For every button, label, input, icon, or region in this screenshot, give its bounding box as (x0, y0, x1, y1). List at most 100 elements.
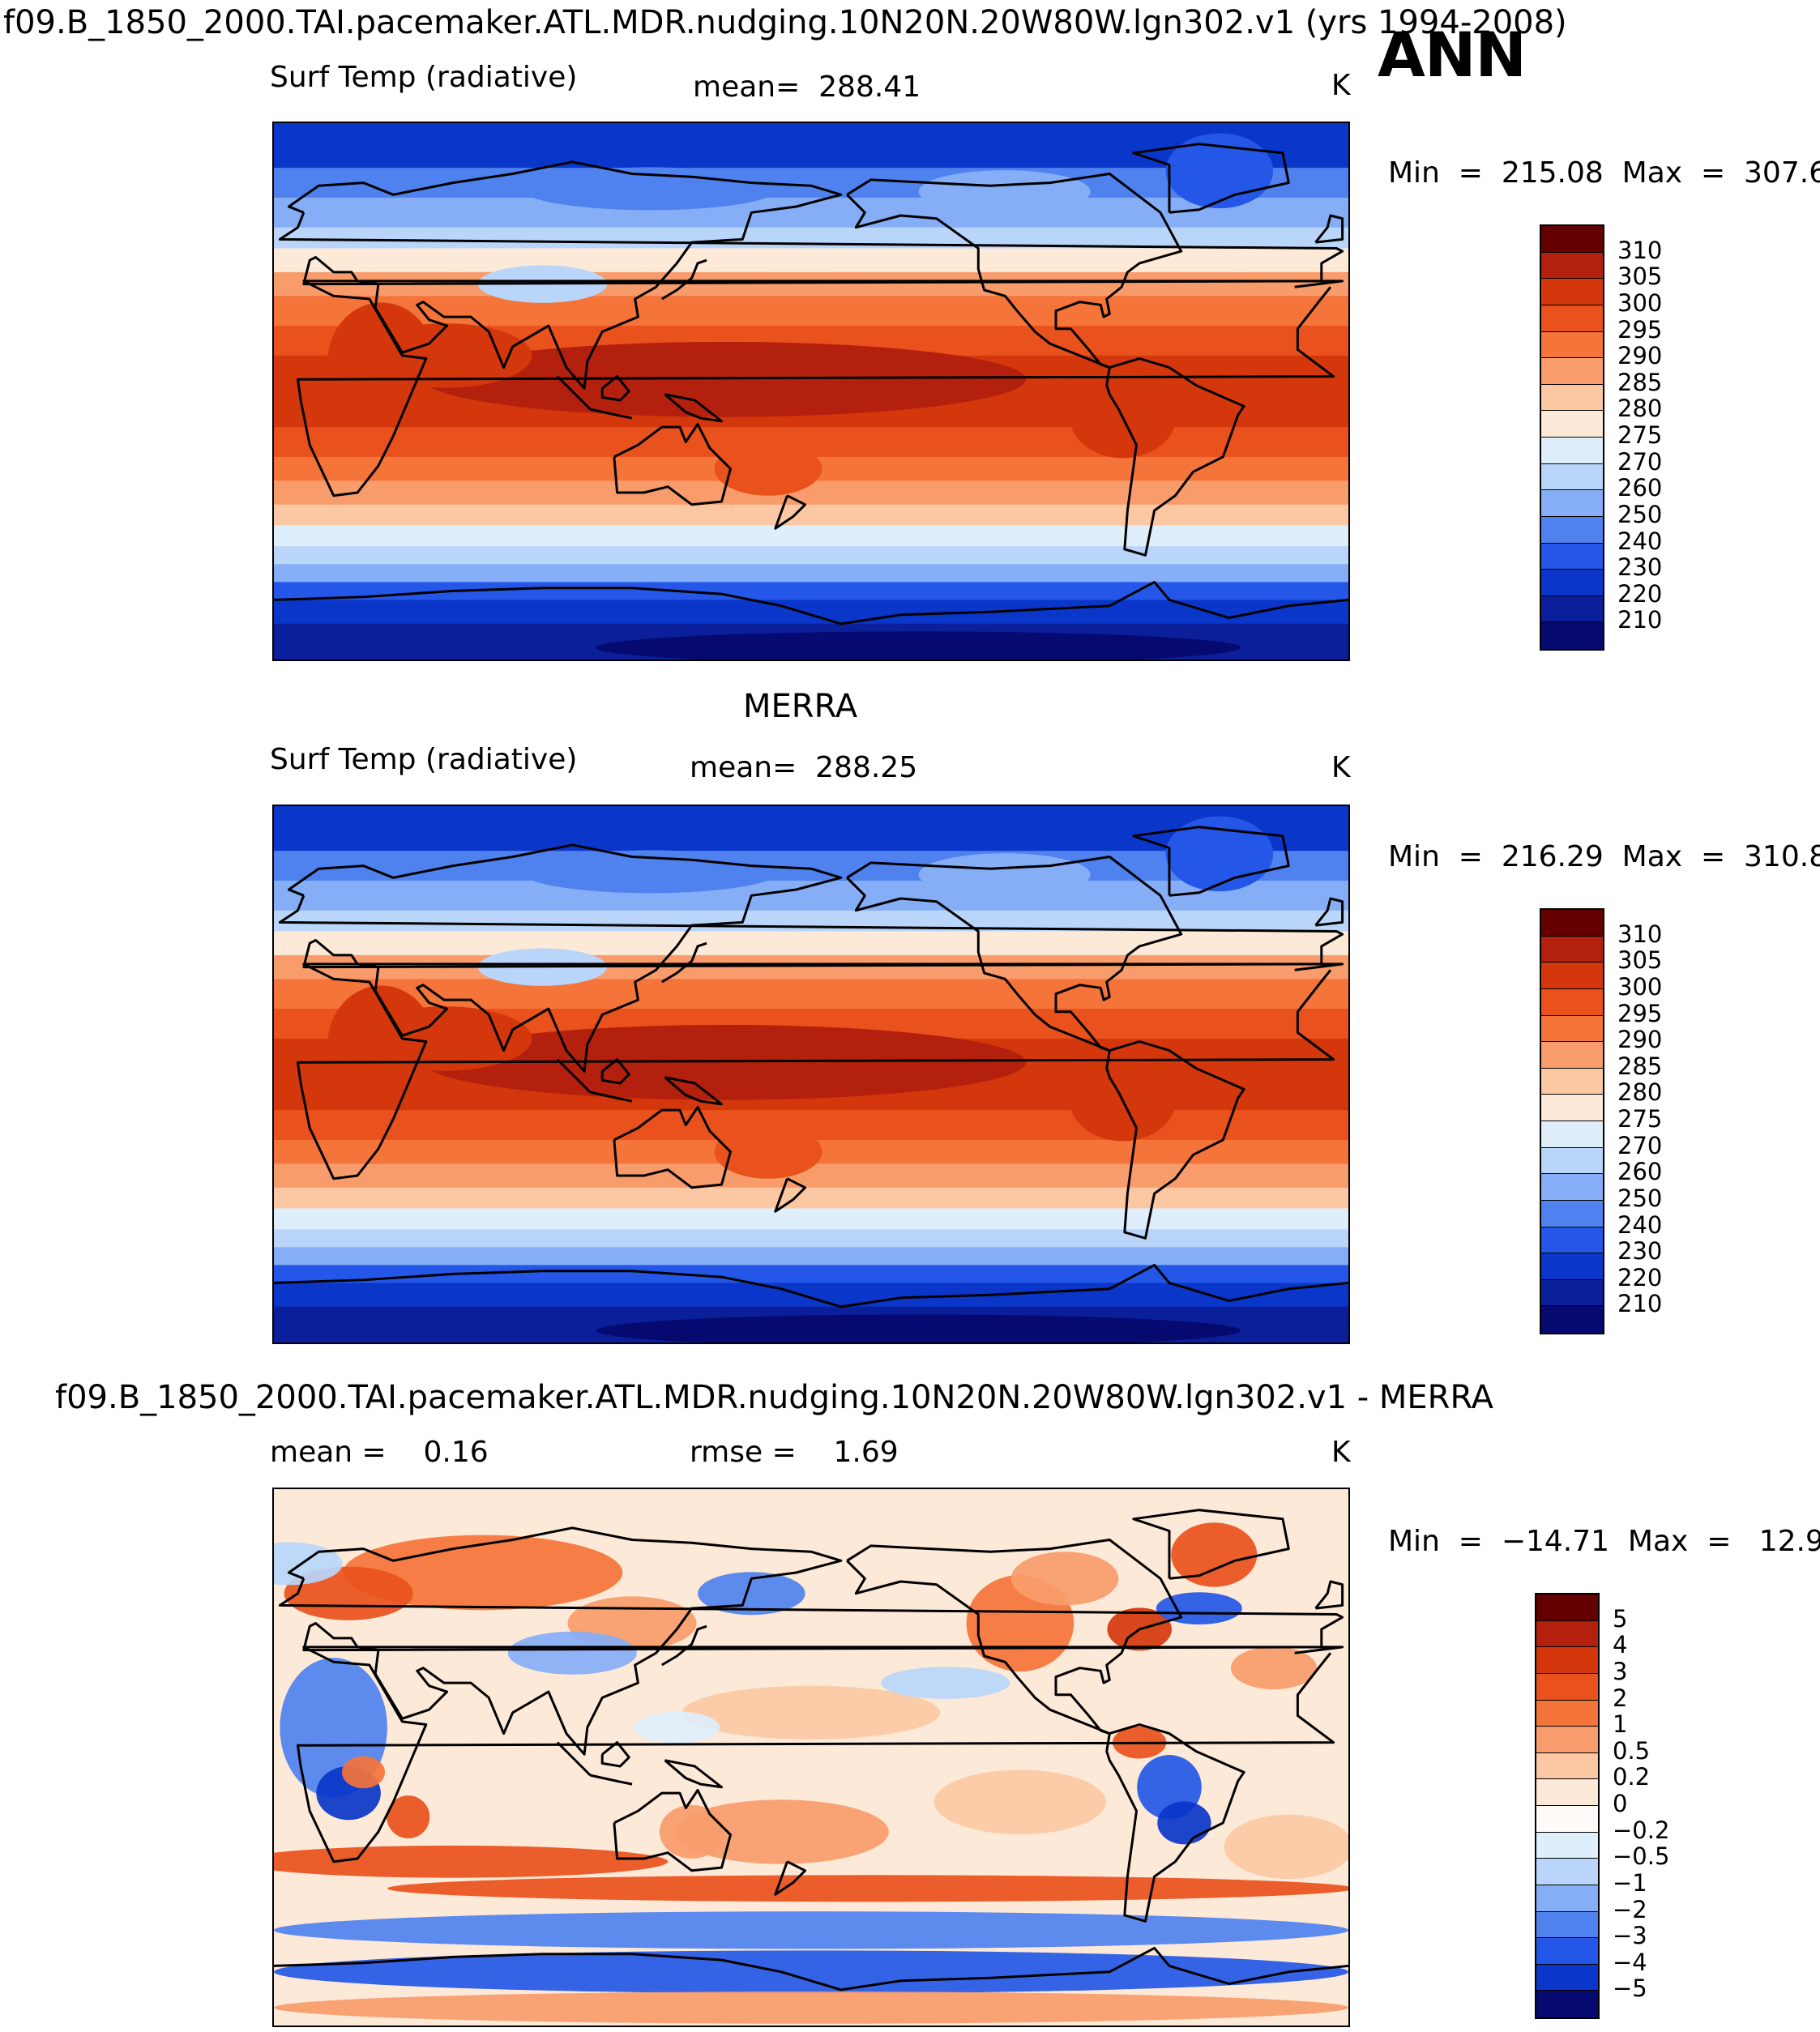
panel2-map (272, 805, 1350, 1344)
coastline (274, 1263, 1348, 1308)
temperature-band (274, 1208, 1348, 1231)
colorbar-tick-label: 305 (1617, 946, 1663, 975)
colorbar-box (1536, 1991, 1598, 2017)
panel3-units: K (1331, 1436, 1351, 1469)
colorbar-box (1536, 1938, 1598, 1965)
colorbar-tick-label: 280 (1617, 395, 1663, 423)
colorbar-tick-label: 285 (1617, 368, 1663, 396)
coastline (774, 494, 807, 530)
colorbar-box (1541, 463, 1603, 491)
temperature-band (274, 979, 1348, 1010)
panel3-colorbar (1535, 1593, 1600, 2019)
difference-region (274, 1991, 1348, 2024)
colorbar-box (1536, 1779, 1598, 1806)
coastline (661, 1624, 707, 1667)
colorbar-box (1541, 1200, 1603, 1227)
colorbar-tick-label: 305 (1617, 263, 1663, 291)
coastline (774, 1860, 807, 1896)
coastline (590, 1091, 633, 1103)
colorbar-tick-label: 275 (1617, 421, 1663, 449)
panel1-mean-label: mean= 288.41 (693, 70, 921, 104)
coastline (1132, 1509, 1290, 1580)
colorbar-tick-label: 210 (1617, 1290, 1663, 1318)
colorbar-tick-label: 240 (1617, 1210, 1663, 1239)
colorbar-box (1541, 1095, 1603, 1121)
coastline (664, 393, 723, 423)
coastline (774, 1177, 807, 1213)
difference-region (387, 1875, 1348, 1902)
colorbar-tick-label: −5 (1613, 1974, 1647, 2003)
difference-region (274, 1845, 669, 1878)
temperature-band (274, 1283, 1348, 1308)
temperature-band (274, 564, 1348, 583)
coastline (1105, 1040, 1245, 1240)
colorbar-box (1541, 910, 1603, 937)
colorbar-box (1536, 1673, 1598, 1701)
colorbar-box (1541, 543, 1603, 570)
colorbar-box (1541, 384, 1603, 412)
antarctica-cold-region (596, 631, 1241, 660)
coastline (590, 408, 633, 420)
season-label: ANN (1378, 19, 1527, 91)
coastline (846, 856, 1183, 1052)
coastline (613, 1106, 732, 1189)
colorbar-tick-label: 285 (1617, 1052, 1663, 1080)
colorbar-tick-label: 300 (1617, 288, 1663, 317)
canada-cold-region (918, 853, 1091, 897)
colorbar-box (1536, 1964, 1598, 1991)
difference-region (343, 1535, 623, 1611)
colorbar-box (1541, 1253, 1603, 1280)
coastline (600, 1058, 630, 1085)
colorbar-tick-label: −0.5 (1613, 1842, 1670, 1871)
difference-region (387, 1795, 430, 1839)
colorbar-box (1541, 596, 1603, 623)
panel3-map (272, 1488, 1350, 2027)
colorbar-tick-label: 280 (1617, 1078, 1663, 1107)
panel1-colorbar (1540, 224, 1604, 651)
panel2-mean-label: mean= 288.25 (690, 751, 918, 784)
colorbar-tick-label: 310 (1617, 920, 1663, 948)
colorbar-tick-label: 230 (1617, 1237, 1663, 1266)
coastline (600, 1741, 630, 1768)
coastline (297, 1646, 1344, 1863)
coastline (846, 1539, 1183, 1735)
coastline (278, 843, 1344, 1073)
colorbar-box (1541, 490, 1603, 517)
colorbar-tick-label: 290 (1617, 1026, 1663, 1054)
panel3-rmse-label: rmse = 1.69 (690, 1436, 899, 1469)
colorbar-tick-label: 3 (1613, 1657, 1628, 1685)
colorbar-box (1536, 1885, 1598, 1912)
colorbar-tick-label: 295 (1617, 999, 1663, 1027)
colorbar-box (1541, 1279, 1603, 1307)
temperature-band (274, 1187, 1348, 1210)
colorbar-tick-label: 270 (1617, 447, 1663, 476)
temperature-band (274, 296, 1348, 327)
panel2-field-label: Surf Temp (radiative) (270, 743, 578, 776)
panel1-map (272, 122, 1350, 661)
colorbar-box (1541, 622, 1603, 649)
temperature-band (274, 248, 1348, 273)
panel3-minmax: Min = −14.71 Max = 12.92 (1388, 1525, 1820, 1558)
colorbar-box (1541, 1306, 1603, 1333)
panel1-minmax: Min = 215.08 Max = 307.69 (1388, 156, 1820, 190)
colorbar-tick-label: −3 (1613, 1922, 1647, 1950)
colorbar-box (1536, 1832, 1598, 1859)
coastline (661, 941, 707, 984)
temperature-band (274, 546, 1348, 566)
map-canvas (274, 806, 1348, 1343)
colorbar-box (1536, 1727, 1598, 1753)
difference-region (507, 1631, 637, 1675)
colorbar-box (1541, 963, 1603, 989)
colorbar-box (1541, 1147, 1603, 1175)
colorbar-box (1541, 252, 1603, 280)
difference-region (274, 1950, 1348, 1994)
warm-pool-region (424, 1024, 1027, 1100)
panel2-title: MERRA (743, 688, 858, 725)
colorbar-tick-label: 230 (1617, 553, 1663, 582)
difference-region (1157, 1801, 1211, 1845)
panel1-field-label: Surf Temp (radiative) (270, 61, 578, 94)
coastline (1314, 214, 1344, 244)
colorbar-tick-label: 0.2 (1613, 1763, 1651, 1791)
colorbar-box (1541, 279, 1603, 305)
coastline (600, 375, 630, 402)
